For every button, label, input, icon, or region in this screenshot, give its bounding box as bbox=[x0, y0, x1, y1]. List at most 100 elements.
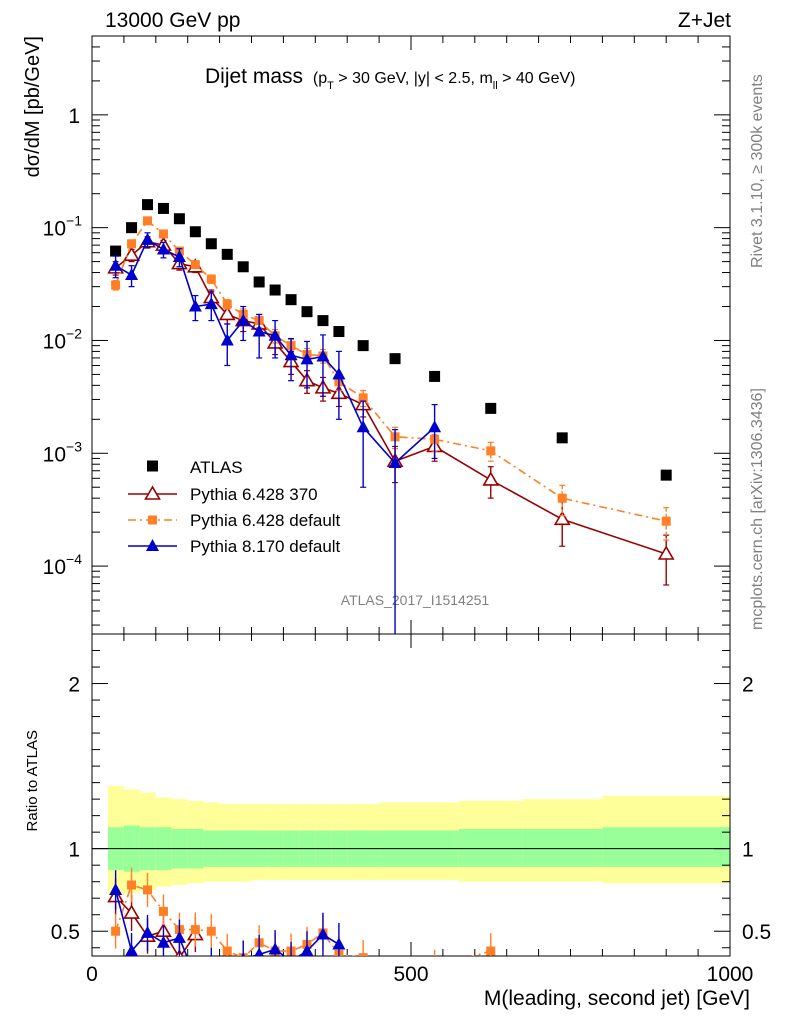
series-point bbox=[388, 455, 402, 468]
series-point bbox=[284, 348, 298, 361]
series-point bbox=[657, 545, 675, 560]
y-tick-label-base: 10 bbox=[43, 218, 66, 241]
plot-title-main: Dijet mass bbox=[205, 65, 303, 88]
plot-title-cuts-open: (p bbox=[313, 70, 327, 87]
atlas-point bbox=[110, 245, 122, 257]
y-tick-label-exponent: −1 bbox=[66, 213, 82, 229]
atlas-point bbox=[485, 402, 497, 414]
y-axis-label-ratio: Ratio to ATLAS bbox=[24, 730, 41, 831]
ratio-band-inner bbox=[602, 827, 730, 867]
ratio-tick-label-left: 2 bbox=[68, 674, 80, 697]
legend-label: Pythia 8.170 default bbox=[190, 537, 341, 556]
ratio-point bbox=[141, 925, 155, 938]
ratio-bands bbox=[92, 785, 730, 895]
series-point bbox=[356, 420, 370, 433]
ratio-point bbox=[222, 946, 232, 956]
plot-title-cuts-close: > 40 GeV) bbox=[498, 70, 576, 87]
series-point bbox=[428, 420, 442, 433]
ratio-band-inner bbox=[522, 828, 603, 867]
ratio-point bbox=[127, 880, 137, 890]
series-point bbox=[268, 328, 282, 341]
ratio-point bbox=[205, 959, 218, 971]
ratio-line bbox=[114, 884, 491, 956]
series-line bbox=[115, 240, 667, 555]
ratio-point bbox=[156, 935, 170, 948]
ratio-point bbox=[316, 927, 330, 940]
atlas-point bbox=[556, 432, 568, 444]
series-point bbox=[158, 229, 168, 239]
y-tick-label: 10−1 bbox=[43, 213, 83, 241]
ratio-point bbox=[300, 944, 314, 956]
atlas-point bbox=[660, 469, 672, 481]
series-point bbox=[316, 349, 330, 362]
process-label: Z+Jet bbox=[678, 9, 731, 32]
y-tick-label-exponent: −2 bbox=[66, 325, 82, 341]
ratio-point bbox=[143, 885, 153, 895]
legend-marker bbox=[144, 485, 161, 500]
ratio-point bbox=[430, 963, 439, 972]
ratio-point bbox=[486, 946, 496, 956]
x-axis-label: M(leading, second jet) [GeV] bbox=[484, 987, 750, 1010]
ratio-tick-label-right: 2 bbox=[742, 674, 754, 697]
legend: ATLAS Pythia 6.428 370 Pythia 6.428 defaul… bbox=[128, 458, 341, 556]
atlas-point bbox=[429, 370, 441, 382]
atlas-point bbox=[221, 248, 233, 260]
main-panel-marks bbox=[107, 199, 675, 634]
ratio-point bbox=[332, 937, 346, 950]
ratio-tick-label-left: 1 bbox=[68, 839, 80, 862]
y-tick-label: 10−2 bbox=[43, 325, 83, 353]
series-point bbox=[220, 333, 234, 346]
legend-marker bbox=[148, 515, 157, 525]
y-tick-label-base: 10 bbox=[43, 556, 66, 579]
ratio-point bbox=[189, 970, 202, 982]
ratio-point bbox=[109, 882, 123, 895]
plot-title: Dijet mass (pT > 30 GeV, |y| < 2.5, mll … bbox=[205, 65, 575, 92]
atlas-point bbox=[142, 199, 154, 211]
y-tick-label-exponent: −3 bbox=[66, 438, 82, 454]
rivet-side-label: Rivet 3.1.10, ≥ 300k events bbox=[749, 74, 766, 268]
series-point bbox=[236, 313, 250, 326]
series-point bbox=[188, 299, 202, 312]
legend-label: Pythia 6.428 default bbox=[190, 511, 341, 530]
ratio-point bbox=[158, 906, 168, 916]
series-point bbox=[486, 446, 496, 456]
y-axis-label-main: dσ/dM [pb/GeV] bbox=[22, 36, 44, 177]
ratio-point bbox=[289, 953, 293, 956]
series-point bbox=[557, 493, 567, 503]
y-tick-label-base: 10 bbox=[43, 330, 66, 353]
series-point bbox=[125, 268, 139, 281]
atlas-point bbox=[333, 326, 345, 338]
ratio-panel-marks bbox=[107, 867, 496, 991]
energy-label: 13000 GeV pp bbox=[105, 9, 240, 32]
series-point bbox=[252, 324, 266, 337]
plot-title-sub-ll: ll bbox=[493, 80, 498, 92]
series-point bbox=[300, 352, 314, 365]
ratio-point bbox=[241, 952, 246, 956]
atlas-point bbox=[253, 276, 265, 288]
plot-title-cuts-mid: > 30 GeV, |y| < 2.5, m bbox=[334, 70, 493, 87]
ratio-point bbox=[206, 926, 216, 936]
y-tick-label: 10−4 bbox=[43, 551, 83, 579]
ratio-point bbox=[123, 904, 140, 919]
ratio-band-inner bbox=[458, 828, 523, 867]
atlas-point bbox=[157, 202, 169, 214]
x-tick-label: 500 bbox=[393, 963, 428, 986]
atlas-point bbox=[269, 284, 281, 296]
series-point bbox=[143, 216, 153, 226]
atlas-point bbox=[389, 353, 401, 365]
series-point bbox=[109, 258, 123, 271]
legend-label: Pythia 6.428 370 bbox=[190, 485, 318, 504]
plot-title-sub-t: T bbox=[327, 80, 334, 92]
legend-marker-atlas bbox=[147, 460, 158, 472]
series-point bbox=[123, 246, 140, 261]
ratio-tick-label-left: 0.5 bbox=[51, 921, 80, 944]
atlas-point bbox=[189, 226, 201, 238]
series-point bbox=[332, 367, 346, 380]
ratio-point bbox=[221, 979, 234, 991]
y-tick-label-base: 10 bbox=[43, 443, 66, 466]
mcplots-side-label: mcplots.cern.ch [arXiv:1306.3436] bbox=[749, 388, 766, 630]
series-point bbox=[172, 249, 186, 262]
